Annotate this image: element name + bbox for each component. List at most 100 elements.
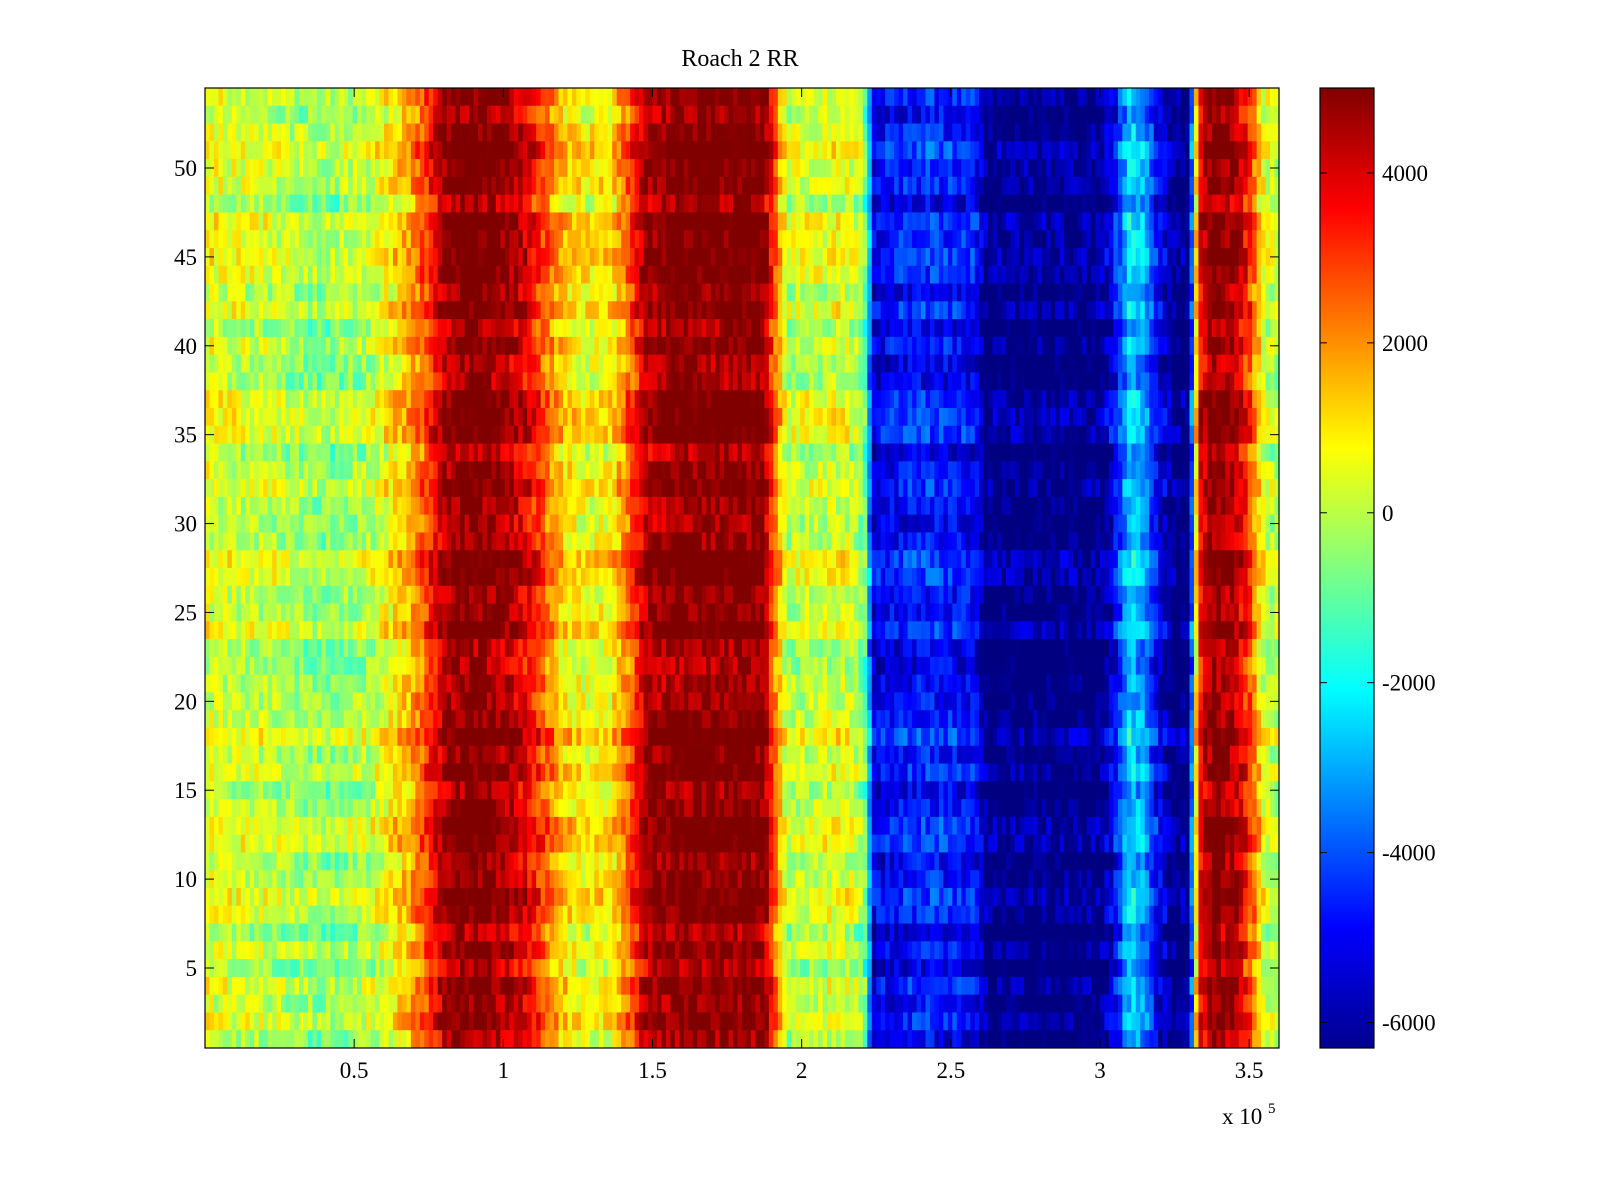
heatmap-cell — [397, 248, 403, 267]
heatmap-cell — [1198, 283, 1204, 302]
heatmap-cell — [392, 336, 399, 356]
heatmap-cell — [634, 408, 640, 427]
heatmap-cell — [437, 123, 443, 142]
heatmap-cell — [312, 159, 318, 178]
heatmap-cell — [1104, 265, 1110, 285]
heatmap-cell — [285, 336, 291, 356]
heatmap-cell — [303, 105, 309, 125]
heatmap-cell — [339, 336, 345, 356]
heatmap-cell — [710, 265, 716, 285]
heatmap-cell — [818, 390, 824, 409]
heatmap-cell — [554, 141, 560, 160]
heatmap-cell — [245, 141, 251, 160]
heatmap-cell — [455, 212, 461, 231]
heatmap-cell — [983, 141, 989, 160]
heatmap-cell — [916, 336, 922, 356]
heatmap-cell — [912, 319, 918, 338]
heatmap-cell — [648, 372, 654, 391]
heatmap-cell — [1014, 283, 1021, 302]
heatmap-cell — [983, 408, 989, 427]
heatmap-cell — [746, 319, 752, 338]
heatmap-cell — [988, 141, 994, 160]
heatmap-cell — [1032, 88, 1038, 107]
heatmap-cell — [759, 390, 765, 409]
heatmap-cell — [469, 354, 475, 374]
heatmap-cell — [213, 425, 220, 445]
heatmap-cell — [1202, 159, 1208, 178]
heatmap-cell — [715, 425, 721, 445]
heatmap-cell — [1064, 159, 1070, 178]
heatmap-cell — [1158, 248, 1164, 267]
heatmap-cell — [1140, 425, 1146, 445]
heatmap-cell — [750, 248, 757, 267]
heatmap-cell — [1171, 354, 1177, 374]
heatmap-cell — [1238, 408, 1244, 427]
heatmap-cell — [379, 372, 385, 391]
heatmap-cell — [469, 194, 475, 214]
heatmap-cell — [589, 141, 595, 160]
heatmap-cell — [375, 372, 381, 391]
heatmap-cell — [728, 425, 734, 445]
heatmap-cell — [419, 336, 425, 356]
heatmap-cell — [415, 123, 421, 142]
heatmap-cell — [576, 336, 582, 356]
heatmap-cell — [849, 194, 855, 214]
heatmap-cell — [1014, 159, 1021, 178]
heatmap-cell — [1229, 194, 1235, 214]
heatmap-cell — [446, 283, 452, 302]
heatmap-cell — [1059, 336, 1065, 356]
heatmap-cell — [1077, 283, 1083, 302]
heatmap-cell — [222, 194, 228, 214]
heatmap-cell — [464, 141, 470, 160]
heatmap-cell — [759, 301, 765, 320]
heatmap-cell — [652, 283, 658, 302]
heatmap-cell — [218, 159, 224, 178]
heatmap-cell — [482, 248, 488, 267]
heatmap-cell — [849, 123, 855, 142]
heatmap-cell — [392, 354, 399, 374]
heatmap-cell — [1189, 159, 1195, 178]
heatmap-cell — [970, 105, 976, 125]
heatmap-cell — [1050, 141, 1056, 160]
heatmap-cell — [594, 336, 600, 356]
heatmap-cell — [245, 248, 251, 267]
heatmap-cell — [263, 336, 269, 356]
heatmap-cell — [921, 443, 927, 462]
heatmap-cell — [545, 141, 551, 160]
heatmap-cell — [1220, 248, 1226, 267]
heatmap-cell — [979, 141, 985, 160]
heatmap-cell — [464, 123, 470, 142]
heatmap-cell — [549, 265, 555, 285]
heatmap-cell — [795, 230, 801, 249]
heatmap-cell — [777, 105, 783, 125]
heatmap-cell — [1265, 194, 1271, 214]
heatmap-cell — [245, 408, 251, 427]
heatmap-cell — [616, 159, 622, 178]
heatmap-cell — [571, 354, 578, 374]
heatmap-cell — [1077, 408, 1083, 427]
heatmap-cell — [1252, 408, 1258, 427]
heatmap-cell — [263, 248, 269, 267]
heatmap-cell — [388, 141, 394, 160]
heatmap-cell — [697, 230, 703, 249]
heatmap-cell — [1117, 123, 1123, 142]
heatmap-cell — [495, 354, 501, 374]
heatmap-cell — [934, 319, 940, 338]
heatmap-cell — [956, 425, 962, 445]
heatmap-cell — [867, 425, 873, 445]
heatmap-cell — [1068, 354, 1074, 374]
heatmap-cell — [1122, 105, 1128, 125]
heatmap-cell — [352, 123, 358, 142]
heatmap-cell — [992, 443, 998, 462]
heatmap-cell — [379, 319, 385, 338]
heatmap-cell — [357, 265, 363, 285]
heatmap-cell — [898, 425, 904, 445]
heatmap-cell — [715, 176, 721, 196]
heatmap-cell — [715, 372, 721, 391]
heatmap-cell — [281, 230, 287, 249]
heatmap-cell — [1122, 265, 1128, 285]
heatmap-cell — [697, 212, 703, 231]
heatmap-cell — [809, 301, 815, 320]
heatmap-cell — [428, 248, 434, 267]
heatmap-cell — [298, 443, 305, 462]
